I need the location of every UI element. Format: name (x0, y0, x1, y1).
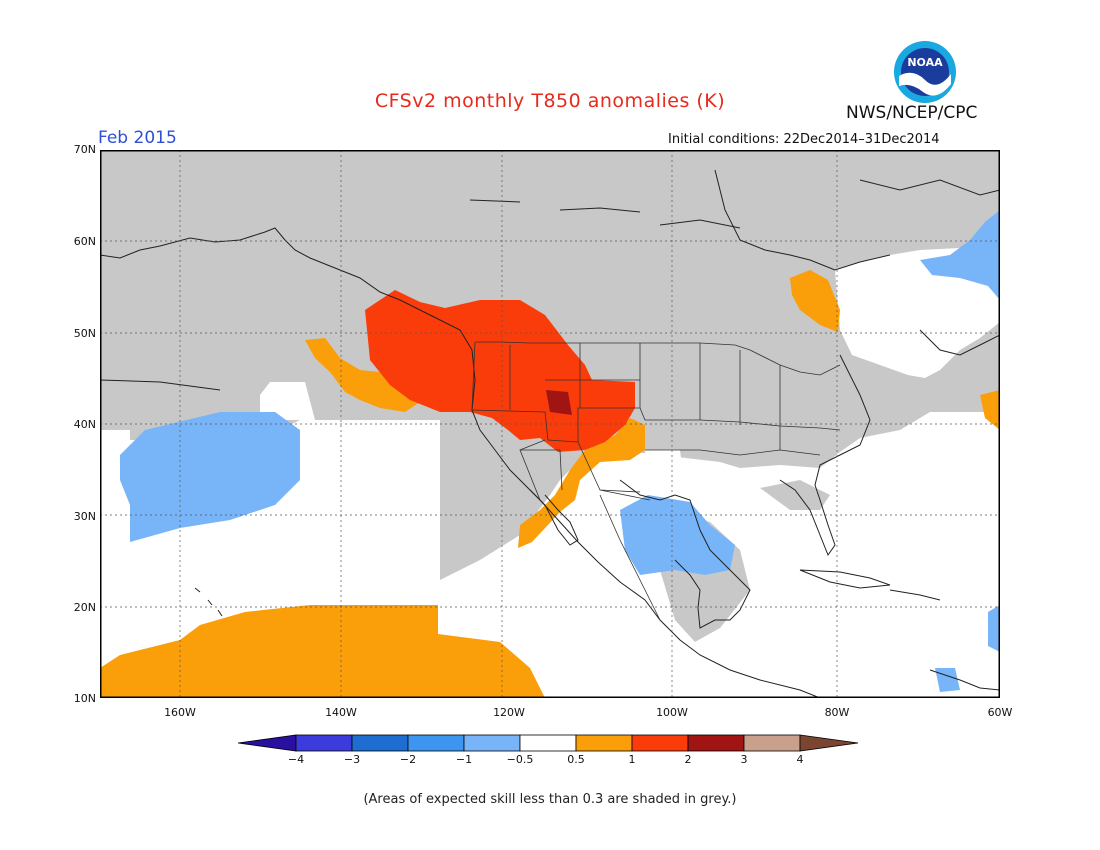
chart-title: CFSv2 monthly T850 anomalies (K) (374, 90, 726, 112)
skill-footnote: (Areas of expected skill less than 0.3 a… (363, 792, 737, 807)
lon-label: 120W (493, 706, 525, 719)
lat-label: 40N (73, 418, 96, 431)
colorbar-label: 3 (740, 753, 748, 766)
colorbar-label: 2 (684, 753, 692, 766)
colorbar-swatch (407, 734, 465, 752)
colorbar (237, 734, 862, 752)
map-frame (99, 149, 1001, 699)
lon-label: 140W (325, 706, 357, 719)
colorbar-swatch (799, 734, 859, 752)
colorbar-swatch (351, 734, 409, 752)
colorbar-svg (237, 734, 859, 752)
colorbar-label: −1 (455, 753, 473, 766)
initial-conditions: Initial conditions: 22Dec2014–31Dec2014 (668, 132, 940, 147)
colorbar-swatch (519, 734, 577, 752)
lat-label: 10N (73, 692, 96, 705)
colorbar-swatch (237, 734, 297, 752)
colorbar-label: −3 (343, 753, 361, 766)
colorbar-label: −4 (287, 753, 305, 766)
lon-label: 160W (164, 706, 196, 719)
anomaly-map (99, 149, 1001, 699)
colorbar-label: −0.5 (506, 753, 534, 766)
forecast-month: Feb 2015 (98, 128, 177, 148)
colorbar-swatch (575, 734, 633, 752)
graticule (100, 150, 1000, 698)
colorbar-swatch (463, 734, 521, 752)
noaa-logo-text: NOAA (907, 56, 943, 69)
lon-label: 80W (824, 706, 850, 719)
colorbar-label: 1 (628, 753, 636, 766)
colorbar-label: −2 (399, 753, 417, 766)
lon-label: 100W (656, 706, 688, 719)
political-borders (471, 341, 841, 621)
coastlines (99, 169, 1001, 699)
noaa-logo: NOAA (893, 40, 957, 104)
lat-label: 70N (73, 143, 96, 156)
colorbar-swatch (687, 734, 745, 752)
lat-label: 60N (73, 235, 96, 248)
lat-label: 50N (73, 327, 96, 340)
warm-anomaly-orange-regions (100, 270, 1000, 698)
org-label: NWS/NCEP/CPC (846, 103, 978, 123)
colorbar-label: 4 (796, 753, 804, 766)
cool-anomaly-regions (120, 210, 1000, 692)
lon-label: 60W (987, 706, 1013, 719)
colorbar-swatch (295, 734, 353, 752)
colorbar-label: 0.5 (567, 753, 585, 766)
warm-anomaly-darkred-region (546, 390, 572, 415)
lat-label: 20N (73, 601, 96, 614)
map-panel (99, 149, 1001, 699)
colorbar-swatch (743, 734, 801, 752)
lat-label: 30N (73, 510, 96, 523)
colorbar-swatch (631, 734, 689, 752)
